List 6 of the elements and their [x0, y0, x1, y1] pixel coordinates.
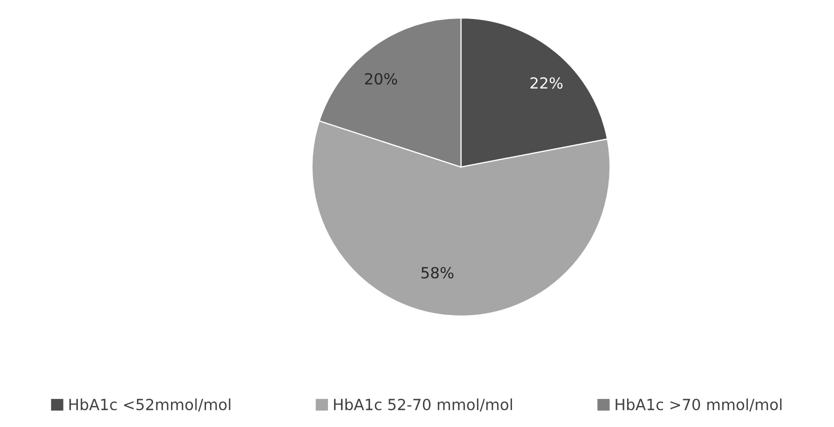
data-label: 22%	[530, 77, 563, 89]
legend-label: HbA1c <52mmol/mol	[69, 398, 230, 412]
legend-label: HbA1c 52-70 mmol/mol	[334, 398, 512, 412]
legend-label: HbA1c >70 mmol/mol	[616, 398, 782, 412]
data-label: 20%	[365, 73, 398, 85]
data-label: 58%	[421, 266, 454, 279]
